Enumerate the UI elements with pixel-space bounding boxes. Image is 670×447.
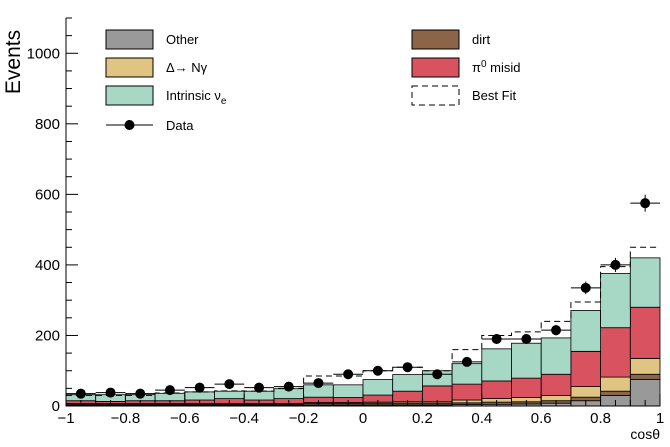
legend: Other dirt Δ→ Nγ π0 misid Intrinsic νe Best F…	[105, 29, 521, 133]
bar--misid-14	[481, 380, 512, 399]
svg-text:Δ→ Nγ: Δ→ Nγ	[166, 60, 208, 75]
svg-text:dirt: dirt	[472, 32, 490, 47]
x-tick-label-m0p8: −0.8	[111, 410, 141, 427]
x-tick-label-1: 1	[656, 410, 664, 427]
bar--misid-17	[570, 350, 602, 387]
bar-dirt-19	[629, 373, 661, 380]
data-point-8	[303, 378, 334, 389]
bar-intrinsic-e-19	[629, 257, 661, 308]
svg-text:Intrinsic νe: Intrinsic νe	[166, 88, 227, 107]
bar-intrinsic-e-18	[600, 272, 631, 329]
data-point-5	[214, 379, 245, 390]
data-point-6	[244, 382, 274, 393]
svg-text:Best Fit: Best Fit	[472, 88, 516, 103]
bar-intrinsic-e-11	[392, 374, 423, 392]
x-tick-label-0p8: 0.8	[590, 410, 611, 427]
data-point-13	[452, 356, 482, 367]
x-tick-label-0: 0	[359, 410, 367, 427]
bar-intrinsic-e-5	[214, 390, 245, 399]
data-point-17	[570, 281, 601, 295]
bar-dirt-18	[600, 390, 631, 396]
data-point-4	[184, 382, 215, 393]
bar--misid-15	[511, 377, 542, 398]
legend-item-n: Δ→ Nγ	[105, 57, 208, 78]
bar-intrinsic-e-10	[362, 379, 394, 396]
x-tick-label-m0p2: −0.2	[289, 410, 319, 427]
y-tick-label-400: 400	[35, 257, 60, 274]
data-point-14	[481, 333, 512, 344]
svg-text:Other: Other	[166, 32, 199, 47]
data-point-16	[541, 324, 571, 336]
bar-intrinsic-e-15	[511, 342, 542, 379]
legend-item-misid: π0 misid	[411, 57, 521, 78]
bar--n--17	[570, 386, 602, 398]
svg-text:Data: Data	[166, 118, 194, 133]
bar-intrinsic-e-4	[184, 391, 215, 401]
data-point-18	[600, 257, 631, 272]
legend-item-intrinsic-e: Intrinsic νe	[105, 85, 227, 107]
bar-intrinsic-e-9	[332, 384, 364, 398]
data-point-1	[95, 387, 126, 398]
data-point-9	[333, 369, 363, 380]
x-tick-label-m0p4: −0.4	[229, 410, 259, 427]
legend-item-dirt: dirt	[411, 29, 490, 50]
y-tick-label-1000: 1000	[27, 45, 60, 62]
legend-item-data: Data	[106, 118, 194, 133]
bar--misid-16	[540, 373, 572, 396]
x-tick-label-m0p6: −0.6	[170, 410, 200, 427]
bar--n--16	[540, 395, 572, 402]
data-point-3	[155, 385, 185, 396]
stacked-histogram	[65, 257, 661, 407]
y-tick-label-0: 0	[52, 398, 60, 415]
bar--n--18	[600, 376, 631, 392]
data-point-7	[273, 381, 304, 392]
bar--misid-18	[600, 327, 631, 378]
data-point-19	[630, 194, 660, 212]
y-tick-label-800: 800	[35, 116, 60, 133]
data-point-11	[392, 362, 423, 373]
bar--n--19	[629, 357, 661, 375]
bar--misid-19	[629, 306, 661, 359]
x-tick-label-0p4: 0.4	[471, 410, 492, 427]
bar-intrinsic-e-14	[481, 348, 512, 382]
data-point-10	[363, 365, 393, 376]
bar--misid-13	[451, 383, 483, 401]
x-tick-label-0p6: 0.6	[531, 410, 552, 427]
x-tick-label-0p2: 0.2	[412, 410, 433, 427]
x-axis-label: cosθ	[630, 426, 660, 442]
data-points	[66, 194, 660, 399]
x-tick-label-m1: −1	[57, 410, 74, 427]
legend-item-best-fit: Best Fit	[411, 85, 516, 106]
legend-item-other: Other	[105, 29, 199, 50]
bar-intrinsic-e-17	[570, 310, 602, 352]
y-tick-label-200: 200	[35, 327, 60, 344]
bar-intrinsic-e-16	[540, 337, 572, 375]
data-point-15	[511, 333, 542, 344]
data-point-12	[422, 369, 453, 380]
y-tick-label-600: 600	[35, 186, 60, 203]
bar--misid-12	[421, 385, 453, 403]
plot-frame: 0 200 400 600 800 1000 −1 −0.8 −0.6 −0.4 −0.2 0 0.2 0…	[27, 17, 664, 427]
data-point-0	[66, 388, 96, 399]
svg-text:π0 misid: π0 misid	[472, 59, 521, 75]
data-point-2	[125, 388, 156, 399]
y-axis-label: Events	[2, 30, 25, 94]
